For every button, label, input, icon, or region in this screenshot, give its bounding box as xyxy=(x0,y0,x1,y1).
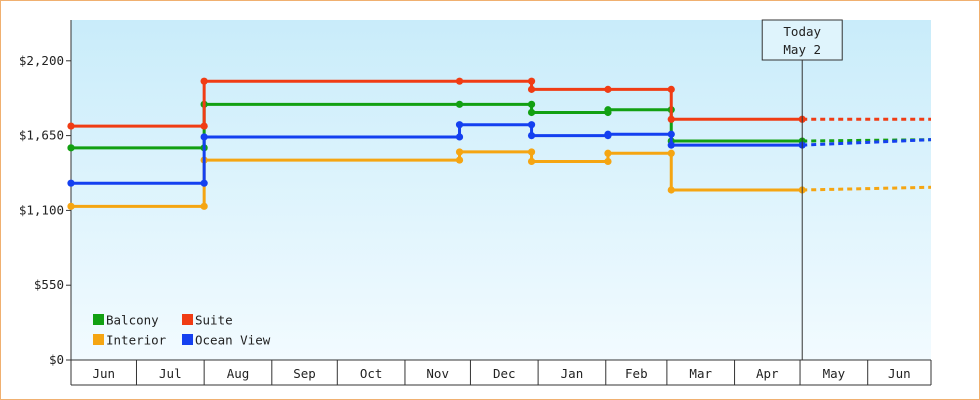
data-point xyxy=(455,121,464,129)
series-line xyxy=(71,79,803,128)
data-point xyxy=(455,148,464,156)
data-point xyxy=(667,115,675,123)
data-point xyxy=(527,121,536,129)
x-tick-label: Dec xyxy=(493,366,516,381)
series-projection xyxy=(802,138,932,147)
data-point xyxy=(67,144,75,152)
today-marker: Today May 2 xyxy=(761,19,843,360)
legend: Balcony Suite Interior Ocean View xyxy=(93,313,271,348)
series-projection xyxy=(802,185,932,192)
series-ocean-view xyxy=(67,121,932,187)
data-point xyxy=(604,85,612,93)
legend-swatch xyxy=(182,314,193,325)
legend-label: Balcony xyxy=(106,313,159,328)
series-lines xyxy=(67,77,932,210)
today-box xyxy=(761,19,843,61)
data-point xyxy=(667,141,675,149)
data-point xyxy=(200,122,208,130)
data-point xyxy=(527,100,536,108)
data-point xyxy=(455,156,464,164)
legend-swatch xyxy=(93,314,104,325)
legend-item: Interior xyxy=(93,333,167,348)
data-point xyxy=(527,77,536,85)
x-tick-label: Apr xyxy=(756,366,779,381)
data-point xyxy=(667,186,675,194)
legend-item: Balcony xyxy=(93,313,159,328)
y-tick-label: $1,100 xyxy=(19,202,64,217)
data-point xyxy=(200,179,208,187)
data-point xyxy=(604,157,612,166)
x-tick-label: Jun xyxy=(888,366,911,381)
x-tick-label: Nov xyxy=(426,366,449,381)
data-point xyxy=(527,108,536,117)
x-tick-label: May xyxy=(823,366,846,381)
data-point xyxy=(667,149,675,157)
data-point xyxy=(527,148,536,156)
x-tick-label: Sep xyxy=(293,366,316,381)
x-tick-label: Jan xyxy=(561,366,584,381)
data-point xyxy=(604,149,612,157)
series-suite xyxy=(67,77,931,130)
data-point xyxy=(604,130,612,138)
data-point xyxy=(200,202,208,210)
data-point xyxy=(67,179,75,187)
data-point xyxy=(667,130,675,138)
y-tick-label: $550 xyxy=(34,277,64,292)
data-point xyxy=(455,100,464,108)
x-tick-label: Oct xyxy=(360,366,383,381)
legend-label: Interior xyxy=(106,333,167,348)
series-projection xyxy=(802,138,932,143)
data-point xyxy=(200,133,208,141)
today-label: Today xyxy=(783,24,821,39)
y-tick-label: $0 xyxy=(49,352,64,367)
data-point xyxy=(455,77,464,85)
data-point xyxy=(527,132,536,140)
legend-swatch xyxy=(182,334,193,345)
data-point xyxy=(67,202,75,210)
y-tick-label: $2,200 xyxy=(19,53,64,68)
today-date: May 2 xyxy=(783,42,821,57)
data-point xyxy=(604,106,612,114)
data-point xyxy=(527,157,536,166)
legend-item: Suite xyxy=(182,313,233,328)
x-tick-label: Mar xyxy=(689,366,712,381)
x-tick-label: Jul xyxy=(159,366,182,381)
axes: $0 $550 $1,100 $1,650 $2,200 Jun Jul Aug Sep Oct N… xyxy=(19,20,932,386)
legend-item: Ocean View xyxy=(182,333,271,348)
legend-swatch xyxy=(93,334,104,345)
y-tick-label: $1,650 xyxy=(19,128,64,143)
legend-label: Suite xyxy=(195,313,233,328)
x-tick-label: Aug xyxy=(227,366,250,381)
data-point xyxy=(527,85,536,93)
legend-label: Ocean View xyxy=(195,333,271,348)
data-point xyxy=(200,77,208,85)
data-point xyxy=(455,133,464,141)
data-point xyxy=(67,122,75,130)
x-tick-label: Feb xyxy=(625,366,648,381)
x-tick-label: Jun xyxy=(92,366,115,381)
data-point xyxy=(667,85,675,93)
